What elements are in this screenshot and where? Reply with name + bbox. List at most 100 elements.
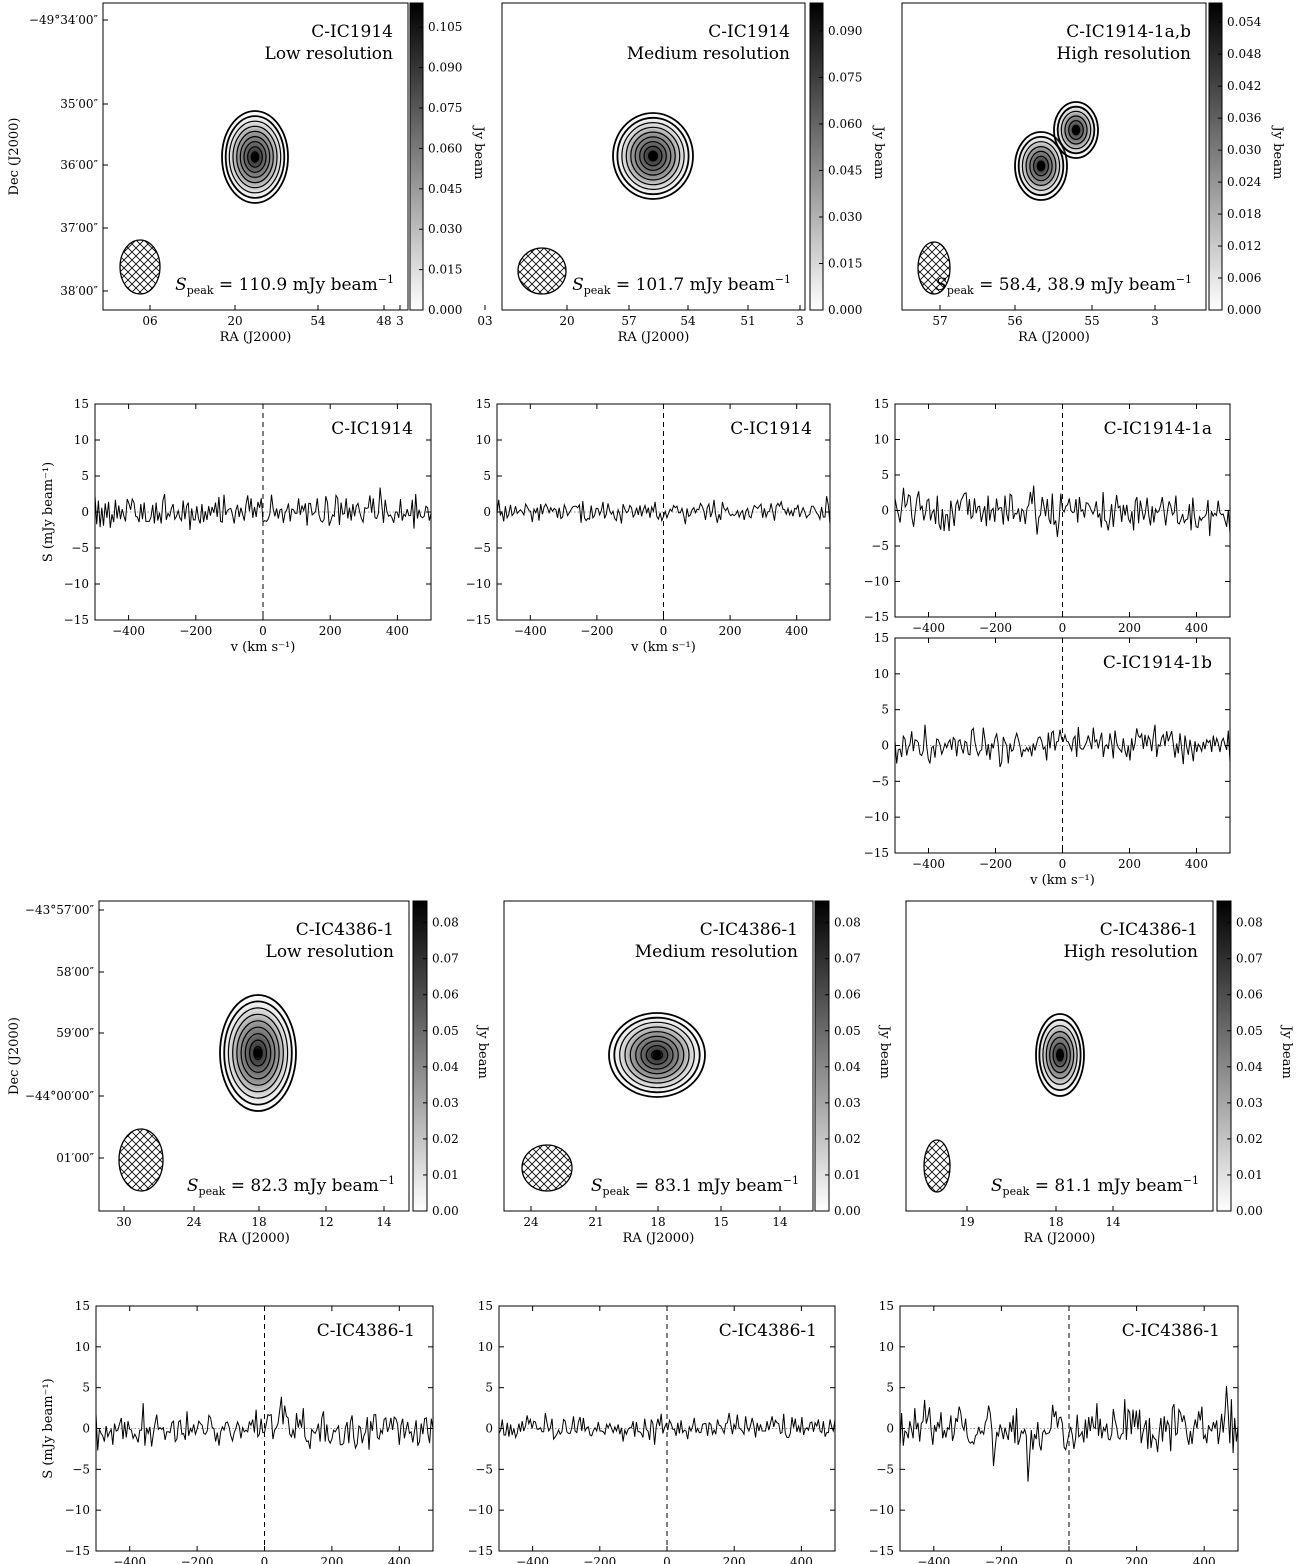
colorbar [1208,2,1223,311]
spectrum-panel: −400 −200 0 200 400 −15 −10 −5 0 5 10 15 C-IC1914-1b… [864,631,1231,888]
colorbar-tick-label: 0.00 [834,1204,861,1218]
x-tick-label: 3 [1151,314,1159,328]
y-tick-label: −5 [72,1462,90,1476]
y-tick-label: 0 [886,1422,894,1436]
colorbar-tick-label: 0.090 [428,61,462,75]
x-tick-label: −400 [113,1555,146,1564]
colorbar-tick-label: 0.03 [432,1096,459,1110]
x-tick-label: 0 [1059,857,1067,871]
x-tick-label: 12 [318,1215,333,1229]
emission-peak [649,151,657,161]
x-tick-label: −400 [514,624,547,638]
contour-line [1045,1030,1075,1079]
x-tick-label: 30 [116,1215,131,1229]
contour-line [227,1007,289,1099]
colorbar-label: Jy beam [475,1024,490,1079]
contour-line [243,141,267,173]
x-tick-label: 24 [523,1215,539,1229]
emission-peak [1072,125,1080,135]
x-tick-label: 24 [186,1215,202,1229]
spectrum-line [894,724,1231,768]
spectrum-panel: −400 −200 0 200 400 −15 −10 −5 0 5 10 15 C-IC1914-1a [864,397,1231,635]
colorbar-tick-label: 0.02 [834,1132,861,1146]
colorbar-tick-label: 0.08 [432,916,459,930]
colorbar [412,900,428,1212]
x-tick-label: 200 [1118,621,1141,635]
contour-line [619,1021,695,1089]
y-axis-label: S (mJy beam⁻¹) [41,1378,56,1478]
x-tick-label: −200 [985,1555,1018,1564]
map-title-line: High resolution [1057,44,1192,64]
colorbar-tick-label: 0.042 [1227,79,1261,93]
y-tick-label: 37′00″ [60,221,98,235]
spectrum-line [498,1412,836,1445]
y-axis-label: S (mJy beam⁻¹) [41,462,56,562]
contour-line [616,116,690,196]
x-tick-label: 3 [796,314,804,328]
contour-line [625,126,681,186]
peak-flux-label: Speak = 110.9 mJy beam−1 [175,273,394,297]
colorbar-tick-label: 0.06 [432,988,459,1002]
x-tick-label: 0 [261,1555,269,1564]
spectrum-line [899,1385,1239,1482]
x-tick-label: 400 [1185,621,1208,635]
contour-line [232,125,278,189]
colorbar-tick-label: 0.07 [1236,952,1263,966]
contour-line [1068,120,1084,140]
contour-line [219,994,297,1112]
colorbar-tick-label: 0.07 [834,952,861,966]
x-tick-label: −400 [112,624,145,638]
colorbar-tick-label: 0.08 [1236,916,1263,930]
y-tick-label: −10 [869,1503,894,1517]
x-tick-label: −200 [583,1555,616,1564]
contour-line [1042,1025,1078,1085]
x-tick-label: 0 [663,1555,671,1564]
x-axis-label: RA (J2000) [218,1231,290,1246]
contour-line [1060,110,1092,150]
contour-line [1052,1042,1068,1068]
contour-line [608,1012,706,1098]
x-tick-label: 3 [396,314,404,328]
contour-line [621,121,685,191]
spectrum-panel: −400 −200 0 200 400 −15 −10 −5 0 5 10 15 C-IC1914 v (… [41,397,432,655]
x-tick-label: 14 [1105,1215,1121,1229]
contour-line [232,1013,284,1093]
contour-line [1021,141,1061,191]
x-tick-label: 19 [959,1215,974,1229]
y-tick-label: 59′00″ [56,1026,94,1040]
colorbar-tick-label: 0.030 [428,222,462,236]
colorbar-tick-label: 0.000 [428,303,462,317]
contour-line [613,1016,701,1094]
y-tick-label: 5 [886,1381,894,1395]
x-tick-label: −200 [179,624,212,638]
x-tick-label: 400 [386,624,409,638]
spectrum-line [94,487,432,531]
y-tick-label: −10 [864,575,889,589]
colorbar-tick-label: 0.00 [432,1204,459,1218]
emission-peak [1037,161,1045,171]
x-tick-label: −400 [912,857,945,871]
x-tick-label: 18 [650,1215,665,1229]
y-tick-label: 15 [879,1299,894,1313]
colorbar [1216,900,1232,1212]
map-title-line: High resolution [1064,942,1199,962]
y-axis-label: Dec (J2000) [7,118,22,196]
y-tick-label: −10 [466,577,491,591]
y-tick-label: 38′00″ [60,284,98,298]
colorbar-label: Jy beam [877,1024,892,1079]
x-tick-label: 18 [251,1215,266,1229]
y-tick-label: −10 [65,1503,90,1517]
spectrum-name: C-IC4386-1 [1122,1321,1220,1341]
emission-peak [254,1048,262,1058]
peak-flux-label: Speak = 101.7 mJy beam−1 [572,273,791,297]
y-tick-label: −15 [468,1544,493,1558]
y-tick-label: 0 [81,505,89,519]
x-tick-label: 200 [319,624,342,638]
x-axis-label: RA (J2000) [1024,1231,1096,1246]
contour-line [629,1031,685,1079]
spectrum-panel: −400−2000200400−15−10−5051015C-IC4386-1v… [468,1299,836,1564]
x-tick-label: 21 [588,1215,603,1229]
map-title-line: C-IC4386-1 [700,920,798,940]
x-tick-label: 200 [1125,1555,1148,1564]
